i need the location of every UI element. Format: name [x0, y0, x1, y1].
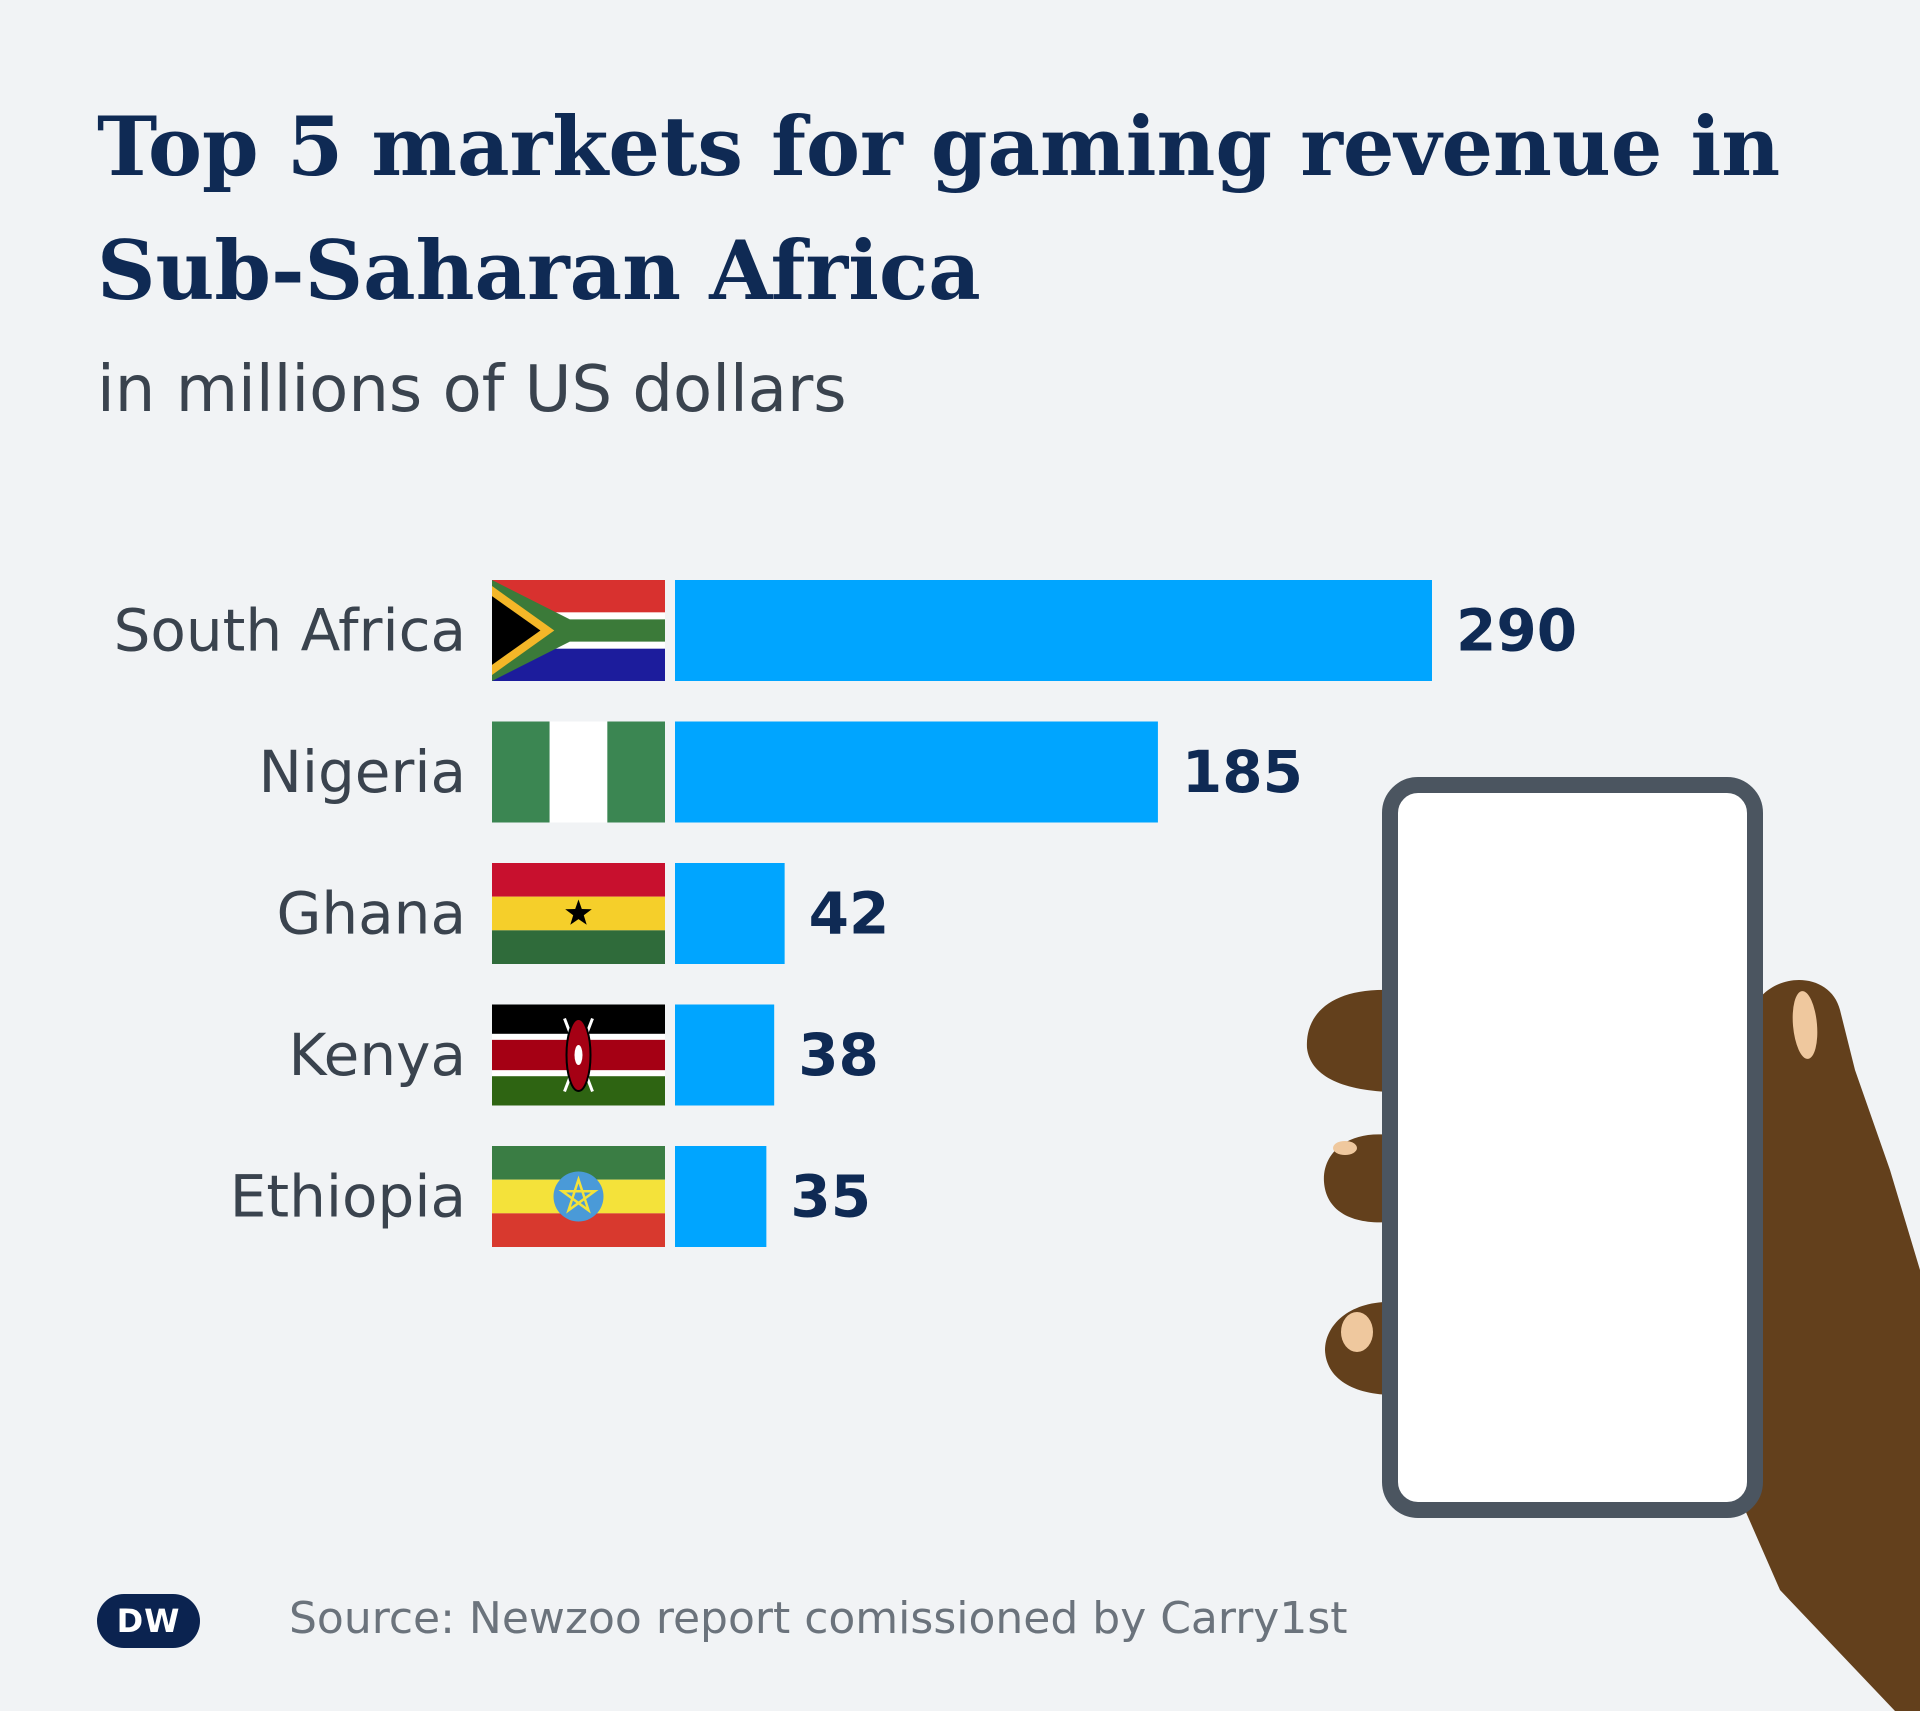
phone-frame: [1382, 777, 1763, 1518]
category-label: Ghana: [276, 880, 466, 948]
south-africa-flag: [492, 580, 665, 681]
nigeria-flag: [492, 721, 665, 823]
ethiopia-flag: [492, 1146, 665, 1247]
category-label: Nigeria: [258, 738, 466, 806]
bar: [675, 721, 1158, 823]
bar: [675, 863, 785, 964]
fingernail-1: [1333, 1141, 1357, 1155]
kenya-flag: [492, 1004, 665, 1106]
chart-subtitle: in millions of US dollars: [97, 353, 847, 427]
thumbnail: [1792, 991, 1818, 1059]
value-label: 185: [1182, 738, 1303, 806]
value-label: 38: [798, 1021, 879, 1089]
bar-row-south-africa: South Africa 290: [114, 580, 1577, 681]
category-label: South Africa: [114, 597, 466, 665]
bar-row-ghana: Ghana 42: [276, 863, 889, 964]
bar-row-nigeria: Nigeria 185: [258, 721, 1303, 823]
source-note: Source: Newzoo report comissioned by Car…: [289, 1593, 1348, 1644]
bar: [675, 1004, 775, 1106]
dw-logo-text: DW: [116, 1602, 181, 1640]
bar: [675, 1146, 767, 1247]
bar-row-ethiopia: Ethiopia 35: [230, 1146, 871, 1247]
chart-title: Top 5 markets for gaming revenue in Sub-…: [97, 100, 1781, 319]
bar-row-kenya: Kenya 38: [289, 1004, 879, 1106]
hand-finger-1: [1306, 989, 1390, 1092]
value-label: 35: [790, 1163, 871, 1231]
category-label: Kenya: [289, 1021, 466, 1089]
category-label: Ethiopia: [230, 1163, 466, 1231]
fingernail-2: [1341, 1312, 1373, 1352]
value-label: 290: [1456, 597, 1577, 665]
hand-finger-2: [1323, 1134, 1390, 1223]
ghana-flag: [492, 863, 665, 964]
bar: [675, 580, 1432, 681]
dw-logo: DW: [97, 1594, 200, 1648]
value-label: 42: [809, 880, 890, 948]
hand-palm: [1740, 980, 1920, 1711]
